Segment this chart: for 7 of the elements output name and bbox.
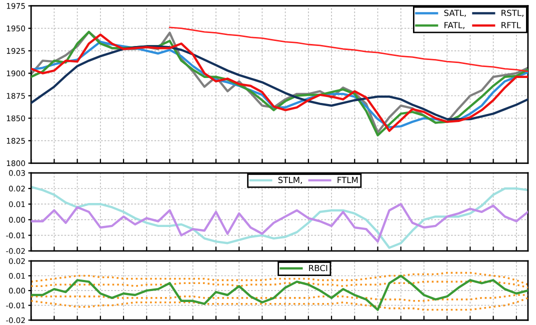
legend-label: RSTL, [502, 10, 524, 17]
legend-label: FTLM [338, 176, 358, 183]
legend-label: STLM, [278, 176, 302, 184]
legend-label: RFTL [502, 22, 521, 28]
legend-label: SATL, [444, 10, 466, 17]
legend-label: RBCI [309, 264, 328, 272]
legend-label: FATL, [444, 22, 464, 30]
